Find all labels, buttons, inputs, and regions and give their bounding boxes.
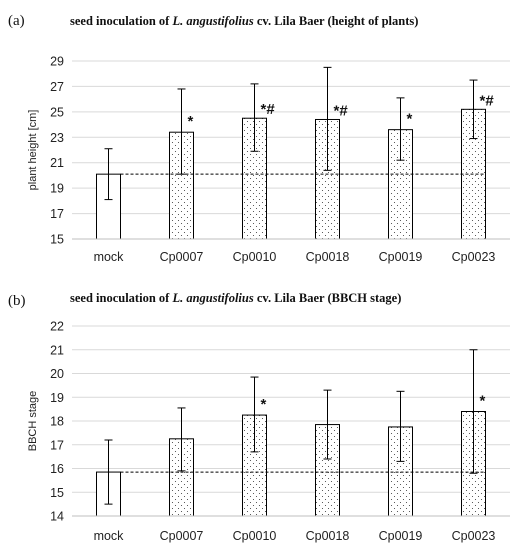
significance-label: * bbox=[407, 111, 413, 128]
title-part: cv. Lila Baer (height of plants) bbox=[254, 14, 419, 28]
y-tick-label: 15 bbox=[50, 233, 64, 247]
title-part: seed inoculation of bbox=[70, 291, 172, 305]
y-tick-label: 21 bbox=[50, 156, 64, 170]
y-tick-label: 25 bbox=[50, 105, 64, 119]
x-tick-label: Cp0007 bbox=[160, 529, 204, 543]
title-part: cv. Lila Baer (BBCH stage) bbox=[254, 291, 402, 305]
title-part: L. angustifolius bbox=[171, 14, 253, 28]
significance-label: * bbox=[188, 113, 194, 130]
y-tick-label: 19 bbox=[50, 182, 64, 196]
chart-panel-a: (a) seed inoculation of L. angustifolius … bbox=[8, 13, 510, 264]
x-tick-label: Cp0018 bbox=[306, 529, 350, 543]
significance-label: *# bbox=[480, 92, 495, 109]
chart-title: seed inoculation of L. angustifolius cv.… bbox=[70, 291, 401, 305]
y-tick-label: 20 bbox=[50, 367, 64, 381]
y-tick-label: 15 bbox=[50, 486, 64, 500]
x-tick-label: Cp0010 bbox=[233, 529, 277, 543]
x-tick-label: Cp0018 bbox=[306, 250, 350, 264]
significance-label: *# bbox=[261, 101, 276, 118]
y-tick-label: 21 bbox=[50, 343, 64, 357]
y-tick-label: 17 bbox=[50, 438, 64, 452]
significance-label: * bbox=[480, 393, 486, 410]
title-part: L. angustifolius bbox=[171, 291, 253, 305]
y-tick-label: 14 bbox=[50, 510, 64, 524]
panel-label: (a) bbox=[8, 13, 25, 29]
x-tick-label: Cp0010 bbox=[233, 250, 277, 264]
y-tick-label: 18 bbox=[50, 415, 64, 429]
y-tick-label: 23 bbox=[50, 131, 64, 145]
x-tick-label: mock bbox=[94, 529, 125, 543]
x-tick-label: Cp0019 bbox=[379, 529, 423, 543]
x-tick-label: mock bbox=[94, 250, 125, 264]
y-tick-label: 19 bbox=[50, 391, 64, 405]
significance-label: * bbox=[261, 396, 267, 413]
y-axis-label: BBCH stage bbox=[27, 391, 39, 452]
x-tick-label: Cp0023 bbox=[452, 250, 496, 264]
x-tick-label: Cp0023 bbox=[452, 529, 496, 543]
chart-panel-b: (b) seed inoculation of L. angustifolius … bbox=[8, 291, 510, 543]
y-tick-label: 29 bbox=[50, 55, 64, 69]
x-tick-label: Cp0007 bbox=[160, 250, 204, 264]
y-tick-label: 17 bbox=[50, 207, 64, 221]
y-tick-label: 16 bbox=[50, 462, 64, 476]
x-tick-label: Cp0019 bbox=[379, 250, 423, 264]
chart-title: seed inoculation of L. angustifolius cv.… bbox=[70, 14, 418, 28]
title-part: seed inoculation of bbox=[70, 14, 172, 28]
y-tick-label: 27 bbox=[50, 80, 64, 94]
y-axis-label: plant height [cm] bbox=[27, 110, 39, 191]
significance-label: *# bbox=[334, 102, 349, 119]
y-tick-label: 22 bbox=[50, 320, 64, 334]
panel-label: (b) bbox=[8, 293, 26, 309]
